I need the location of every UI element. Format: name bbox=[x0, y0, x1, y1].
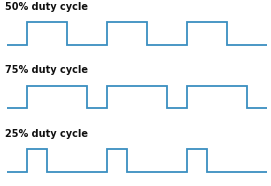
Text: 25% duty cycle: 25% duty cycle bbox=[5, 129, 88, 139]
Text: 50% duty cycle: 50% duty cycle bbox=[5, 2, 88, 12]
Text: 75% duty cycle: 75% duty cycle bbox=[5, 65, 88, 75]
